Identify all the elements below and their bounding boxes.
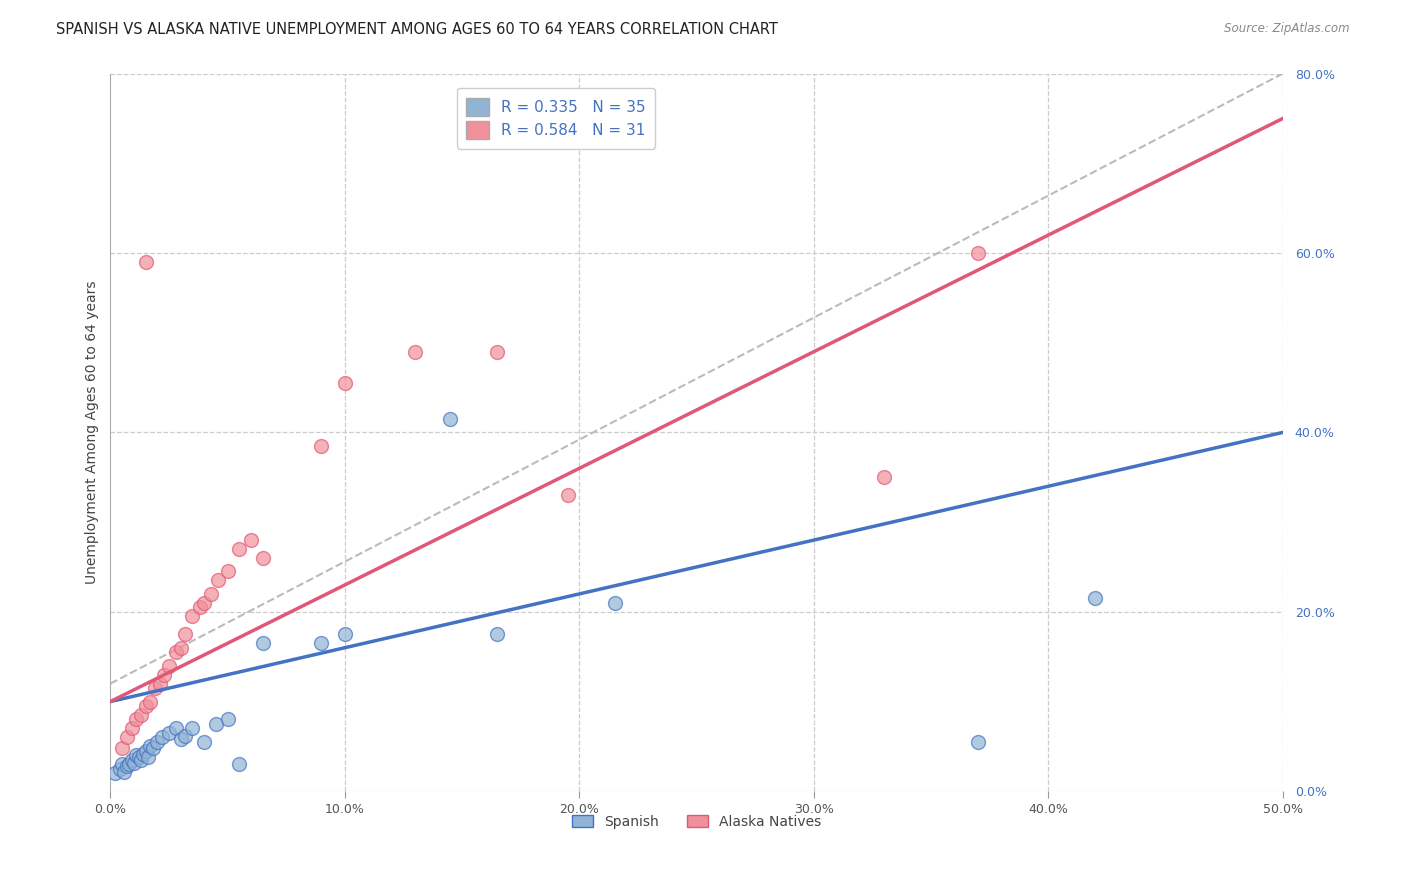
Point [153,667,176,681]
Point [486,344,509,359]
Text: Source: ZipAtlas.com: Source: ZipAtlas.com [1225,22,1350,36]
Point [136,750,159,764]
Point [193,735,215,749]
Point [193,596,215,610]
Point [143,681,166,695]
Point [115,759,138,773]
Point [129,753,152,767]
Point [486,627,509,641]
Point [118,757,141,772]
Point [188,600,211,615]
Y-axis label: Unemployment Among Ages 60 to 64 years: Unemployment Among Ages 60 to 64 years [86,281,100,584]
Point [128,750,150,764]
Point [439,412,461,426]
Point [207,574,229,588]
Point [157,658,180,673]
Point [174,627,197,641]
Point [108,762,131,776]
Point [181,722,204,736]
Point [165,722,187,736]
Point [135,255,157,269]
Point [129,708,152,723]
Point [146,735,169,749]
Point [603,596,626,610]
Point [200,587,222,601]
Text: SPANISH VS ALASKA NATIVE UNEMPLOYMENT AMONG AGES 60 TO 64 YEARS CORRELATION CHAR: SPANISH VS ALASKA NATIVE UNEMPLOYMENT AM… [56,22,778,37]
Point [217,565,239,579]
Point [111,757,134,772]
Point [333,376,356,390]
Point [104,766,127,780]
Point [404,344,426,359]
Point [125,748,148,763]
Point [170,732,193,747]
Point [228,542,250,557]
Point [252,636,274,650]
Point [135,699,157,714]
Point [228,757,250,772]
Point [135,744,157,758]
Point [132,747,155,761]
Point [165,645,187,659]
Point [311,439,333,453]
Point [311,636,333,650]
Point [121,722,143,736]
Point [139,694,162,708]
Point [873,470,896,484]
Point [157,726,180,740]
Point [217,713,239,727]
Point [1084,591,1107,606]
Point [139,739,162,754]
Point [121,753,143,767]
Point [149,676,172,690]
Point [967,246,990,260]
Point [125,713,148,727]
Legend: Spanish, Alaska Natives: Spanish, Alaska Natives [567,809,827,835]
Point [240,533,263,547]
Point [181,609,204,624]
Point [252,551,274,566]
Point [557,488,579,502]
Point [170,640,193,655]
Point [174,729,197,743]
Point [114,764,136,779]
Point [142,741,165,756]
Point [205,717,228,731]
Point [115,731,138,745]
Point [333,627,356,641]
Point [111,741,134,756]
Point [967,735,990,749]
Point [150,731,173,745]
Point [122,756,145,770]
